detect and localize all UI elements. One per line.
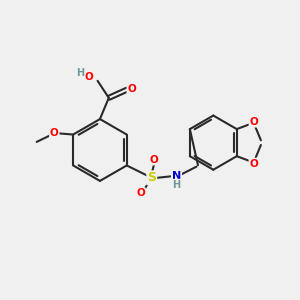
Text: N: N: [172, 171, 181, 181]
Text: O: O: [136, 188, 145, 198]
Text: O: O: [150, 154, 158, 165]
Text: O: O: [85, 72, 94, 82]
Text: O: O: [50, 128, 59, 138]
Text: S: S: [147, 171, 156, 184]
Text: H: H: [172, 180, 181, 190]
Text: O: O: [128, 84, 136, 94]
Text: H: H: [76, 68, 85, 78]
Text: O: O: [250, 158, 258, 169]
Text: O: O: [250, 117, 258, 127]
